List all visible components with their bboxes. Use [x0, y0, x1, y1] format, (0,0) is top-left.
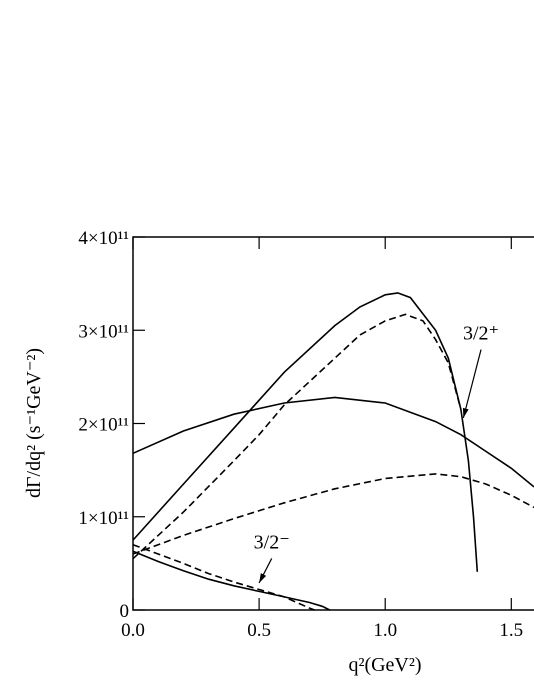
x-axis-label: q²(GeV²) — [348, 654, 421, 676]
curve — [132, 396, 534, 488]
annotation: 3/2⁻ — [254, 531, 290, 553]
curve — [132, 292, 479, 572]
y-tick-label: 0 — [120, 601, 130, 622]
curve — [132, 313, 462, 560]
axes-frame — [132, 236, 534, 611]
annotation-arrow — [462, 349, 482, 419]
curve — [132, 543, 315, 611]
x-tick-label: 1.0 — [373, 620, 397, 641]
x-tick-label: 0.5 — [247, 620, 271, 641]
y-tick-label: 1×10¹¹ — [78, 508, 129, 529]
curve — [132, 550, 331, 611]
x-tick-label: 0.0 — [121, 620, 145, 641]
arrow-head — [462, 407, 469, 418]
arrow-head — [259, 573, 267, 583]
annotation: 3/2⁺ — [463, 323, 499, 345]
y-tick-label: 3×10¹¹ — [78, 321, 129, 342]
x-tick-label: 1.5 — [499, 620, 523, 641]
y-tick-label: 2×10¹¹ — [78, 415, 129, 436]
curve — [132, 473, 534, 555]
y-axis-label: dΓ/dq² (s⁻¹GeV⁻²) — [23, 348, 45, 498]
y-tick-label: 4×10¹¹ — [78, 228, 129, 249]
